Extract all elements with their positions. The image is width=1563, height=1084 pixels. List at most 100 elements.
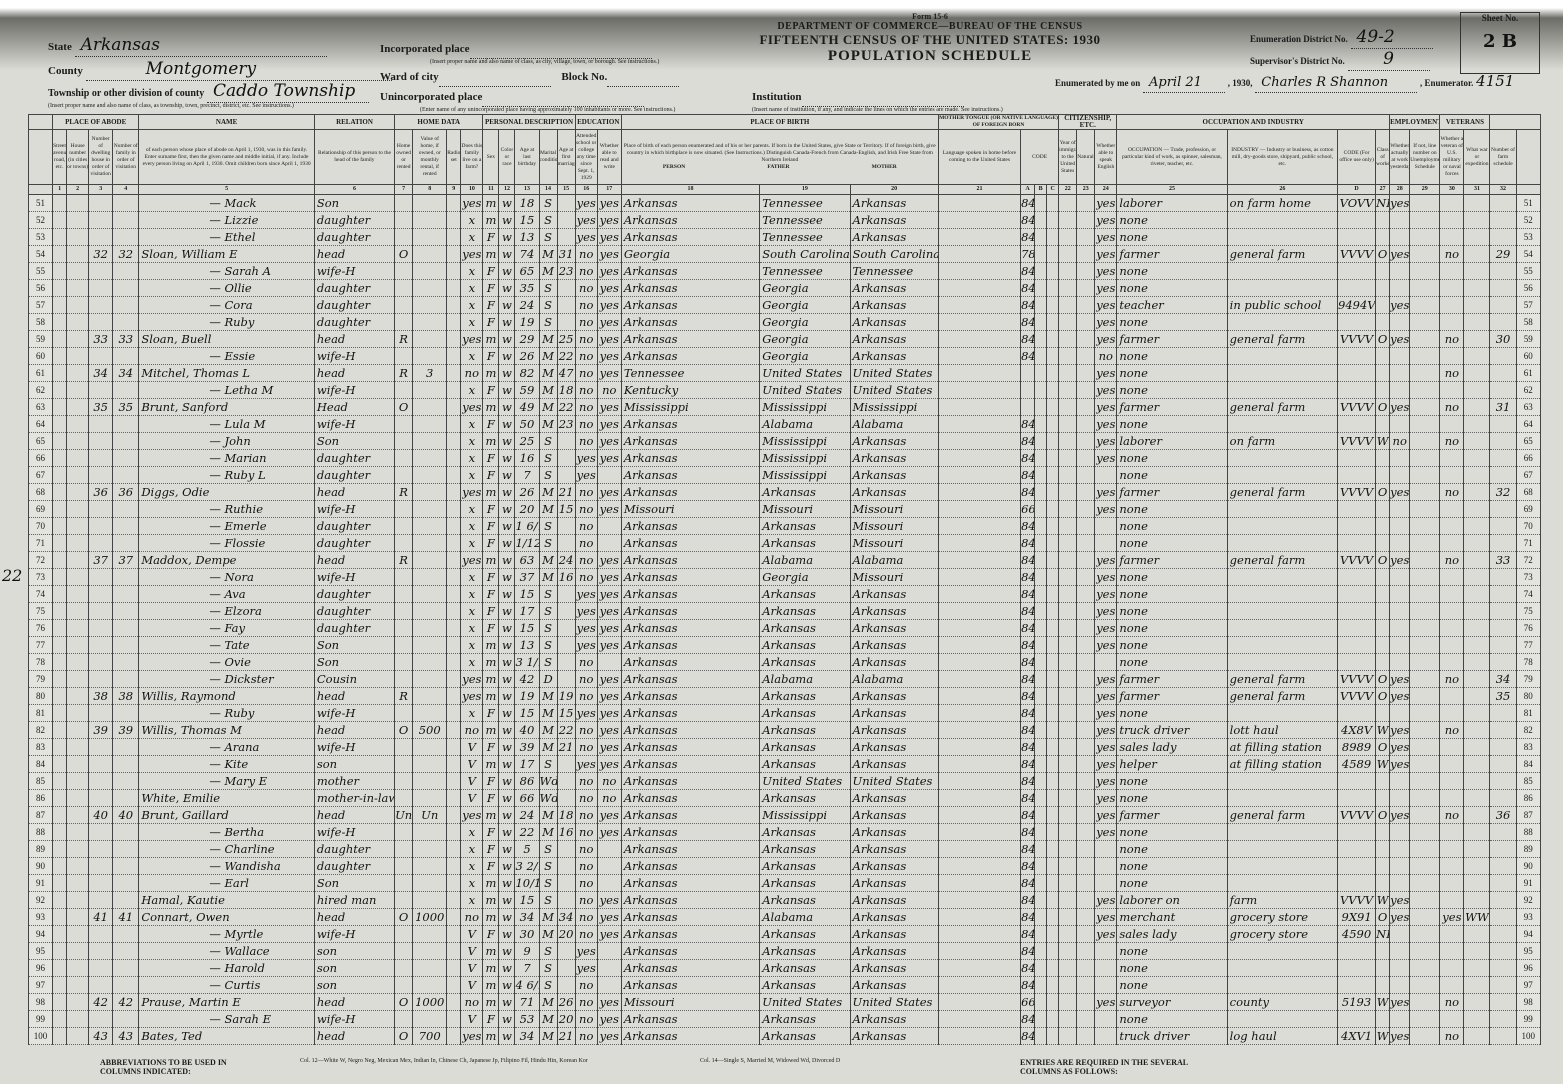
cell-employed	[1389, 364, 1411, 382]
county-label: County	[48, 65, 83, 77]
cell-family-number	[112, 874, 140, 892]
cell-marital: Wd	[538, 789, 558, 807]
cell-read-write	[596, 959, 622, 977]
cell-family-number: 35	[112, 398, 140, 416]
cell-class-of-worker	[1375, 296, 1391, 314]
cell-home-tenure	[394, 857, 414, 875]
cell-occupation-code	[1337, 568, 1377, 586]
cell-family-number: 41	[112, 908, 140, 926]
cell-read-write	[596, 942, 622, 960]
cell-occupation: none	[1116, 704, 1228, 722]
cell-occupation-code: VVVV	[1337, 891, 1377, 909]
cell-relation: wife-H	[313, 704, 396, 722]
cell-dwelling-number	[88, 313, 114, 331]
cell-read-write	[596, 653, 622, 671]
cell-read-write	[596, 840, 622, 858]
cell-line-number: 90	[27, 857, 54, 875]
cell-unemployment-line	[1409, 721, 1441, 739]
cell-home-tenure	[394, 653, 414, 671]
cell-occupation-code: VVVV	[1337, 432, 1377, 450]
column-number: 26	[1226, 184, 1339, 195]
cell-industry	[1226, 1010, 1339, 1028]
cell-class-of-worker: O	[1375, 245, 1391, 263]
cell-birthplace-father: South Carolina	[759, 245, 851, 263]
cell-class-of-worker	[1375, 823, 1391, 841]
cell-age: 9	[514, 942, 540, 960]
desc-name: of each person whose place of abode on A…	[138, 129, 315, 185]
group-home-data: HOME DATA	[394, 114, 484, 130]
cell-class-of-worker	[1375, 211, 1391, 229]
cell-line-number: 96	[27, 959, 54, 977]
cell-read-write: yes	[596, 602, 622, 620]
cell-name: — Ruby	[138, 704, 315, 722]
cell-age-first-marriage: 20	[556, 1010, 576, 1028]
cell-age-first-marriage: 21	[556, 483, 576, 501]
cell-birthplace-father: Arkansas	[759, 738, 851, 756]
cell-war	[1463, 721, 1491, 739]
cell-mother-tongue	[937, 925, 1022, 943]
township-field: Township or other division of county Cad…	[48, 82, 369, 110]
cell-birthplace-person: Arkansas	[620, 891, 761, 909]
cell-birthplace-mother: Arkansas	[849, 602, 939, 620]
cell-relation: wife-H	[313, 262, 396, 280]
cell-line-number-right: 91	[1515, 874, 1542, 892]
cell-marital: S	[538, 585, 558, 603]
cell-immigration-year	[1058, 585, 1078, 603]
cell-sex: F	[482, 602, 500, 620]
cell-home-value	[412, 976, 448, 994]
cell-farm: x	[460, 704, 484, 722]
cell-birthplace-person: Arkansas	[620, 721, 761, 739]
cell-immigration-year	[1058, 568, 1078, 586]
table-row: 100 43 43 Bates, Ted head O 700 yes m w 34 M 21 no yes…	[27, 1027, 1542, 1045]
cell-speaks-english: yes	[1094, 211, 1118, 229]
cell-house-number	[66, 721, 90, 739]
cell-industry	[1226, 959, 1339, 977]
cell-birthplace-person: Arkansas	[620, 653, 761, 671]
cell-class-of-worker	[1375, 568, 1391, 586]
cell-veteran	[1439, 534, 1465, 552]
cell-dwelling-number: 37	[88, 551, 114, 569]
cell-speaks-english: yes	[1094, 738, 1118, 756]
cell-radio-set	[446, 925, 462, 943]
cell-home-tenure	[394, 772, 414, 790]
cell-war	[1463, 874, 1491, 892]
cell-family-number	[112, 296, 140, 314]
desc-birthplace: Place of birth of each person enumerated…	[620, 129, 939, 185]
cell-age: 13	[514, 636, 540, 654]
cell-war	[1463, 534, 1491, 552]
cell-sex: m	[482, 483, 500, 501]
cell-naturalization	[1076, 500, 1096, 518]
cell-farm-schedule	[1489, 959, 1517, 977]
cell-house-number	[66, 653, 90, 671]
cell-naturalization	[1076, 602, 1096, 620]
cell-class-of-worker	[1375, 619, 1391, 637]
cell-birthplace-person: Arkansas	[620, 738, 761, 756]
cell-birthplace-father: Arkansas	[759, 857, 851, 875]
cell-immigration-year	[1058, 925, 1078, 943]
cell-school: no	[574, 840, 598, 858]
cell-code-a: 84	[1020, 925, 1036, 943]
cell-line-number: 79	[27, 670, 54, 688]
group-personal-description: PERSONAL DESCRIPTION	[482, 114, 576, 130]
cell-employed: yes	[1389, 891, 1411, 909]
cell-birthplace-mother: Arkansas	[849, 925, 939, 943]
cell-birthplace-mother: Arkansas	[849, 721, 939, 739]
cell-school: no	[574, 262, 598, 280]
cell-mother-tongue	[937, 500, 1022, 518]
cell-house-number	[66, 670, 90, 688]
cell-race: w	[498, 823, 516, 841]
cell-home-value	[412, 245, 448, 263]
cell-race: w	[498, 1027, 516, 1045]
institution-note: (Insert name of institution, if any, and…	[752, 107, 1003, 113]
cell-farm: V	[460, 772, 484, 790]
cell-line-number: 89	[27, 840, 54, 858]
cell-line-number-right: 93	[1515, 908, 1542, 926]
cell-code-b	[1034, 789, 1048, 807]
cell-read-write: yes	[596, 194, 622, 212]
cell-name: — Nora	[138, 568, 315, 586]
cell-class-of-worker	[1375, 976, 1391, 994]
cell-dwelling-number: 36	[88, 483, 114, 501]
